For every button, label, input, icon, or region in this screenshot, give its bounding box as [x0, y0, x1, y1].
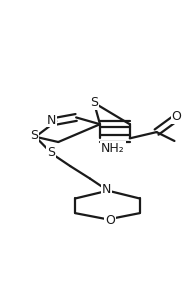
Text: S: S: [30, 129, 38, 142]
Text: NH₂: NH₂: [101, 142, 125, 155]
Text: N: N: [47, 114, 56, 126]
Text: N: N: [102, 183, 112, 196]
Text: O: O: [172, 110, 181, 123]
Text: S: S: [90, 96, 98, 109]
Text: S: S: [47, 147, 55, 159]
Text: O: O: [105, 214, 115, 227]
